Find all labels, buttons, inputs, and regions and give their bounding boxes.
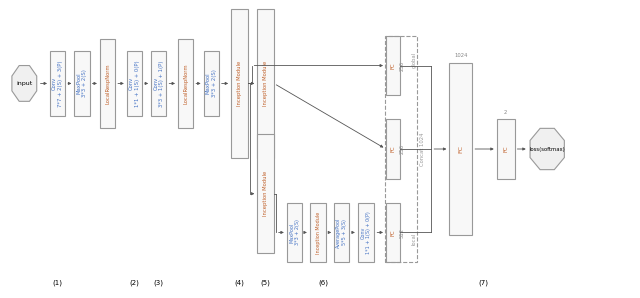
Text: Inception Module: Inception Module: [316, 211, 321, 254]
FancyBboxPatch shape: [74, 51, 90, 116]
Text: Conv
3*3 + 1(S) + 1(P): Conv 3*3 + 1(S) + 1(P): [154, 60, 164, 107]
Text: 512: 512: [399, 227, 404, 238]
Text: (1): (1): [52, 280, 63, 286]
Polygon shape: [530, 128, 564, 170]
Text: AveragePool
5*5 + 3(S): AveragePool 5*5 + 3(S): [337, 217, 347, 248]
Text: FC: FC: [390, 62, 396, 69]
Text: MaxPool
3*3 + 2(S): MaxPool 3*3 + 2(S): [77, 69, 87, 97]
Text: (7): (7): [478, 280, 488, 286]
Text: (5): (5): [260, 280, 271, 286]
FancyBboxPatch shape: [449, 63, 472, 235]
Text: FC: FC: [390, 146, 396, 152]
FancyBboxPatch shape: [178, 39, 193, 128]
Text: Conv
1*1 + 1(S) + 0(P): Conv 1*1 + 1(S) + 0(P): [361, 211, 371, 254]
FancyBboxPatch shape: [257, 9, 274, 158]
Text: Inception Module: Inception Module: [237, 61, 242, 106]
Text: input: input: [16, 81, 33, 86]
Text: Inception Module: Inception Module: [263, 61, 268, 106]
FancyBboxPatch shape: [334, 203, 349, 262]
FancyBboxPatch shape: [50, 51, 65, 116]
Text: 256: 256: [399, 60, 404, 71]
FancyBboxPatch shape: [386, 36, 400, 95]
FancyBboxPatch shape: [100, 39, 115, 128]
FancyBboxPatch shape: [386, 203, 400, 262]
Text: Concat 1024: Concat 1024: [420, 132, 425, 166]
Text: 2: 2: [504, 110, 508, 115]
Text: 256: 256: [399, 144, 404, 154]
Text: loss(softmax): loss(softmax): [529, 147, 565, 151]
FancyBboxPatch shape: [497, 119, 515, 179]
Text: Inception Module: Inception Module: [263, 171, 268, 216]
Text: FC: FC: [503, 146, 508, 152]
Text: MaxPool
3*3 + 2(S): MaxPool 3*3 + 2(S): [289, 220, 300, 245]
FancyBboxPatch shape: [204, 51, 219, 116]
Text: LocalRespNorm: LocalRespNorm: [183, 63, 188, 104]
Text: local: local: [412, 232, 417, 245]
Text: global: global: [412, 52, 417, 68]
FancyBboxPatch shape: [287, 203, 302, 262]
Polygon shape: [12, 66, 36, 101]
FancyBboxPatch shape: [358, 203, 374, 262]
Text: Conv
1*1 + 1(S) + 0(P): Conv 1*1 + 1(S) + 0(P): [129, 60, 140, 107]
FancyBboxPatch shape: [386, 119, 400, 179]
Text: (6): (6): [318, 280, 328, 286]
FancyBboxPatch shape: [127, 51, 142, 116]
Text: 1024: 1024: [454, 53, 468, 58]
Text: (4): (4): [234, 280, 244, 286]
Text: MaxPool
3*3 + 2(S): MaxPool 3*3 + 2(S): [206, 69, 216, 97]
Text: Conv
7*7 + 2(S) + 3(P): Conv 7*7 + 2(S) + 3(P): [52, 60, 63, 107]
Text: (3): (3): [154, 280, 164, 286]
Text: (2): (2): [129, 280, 140, 286]
FancyBboxPatch shape: [310, 203, 326, 262]
Text: LocalRespNorm: LocalRespNorm: [105, 63, 110, 104]
Text: FC: FC: [458, 145, 463, 153]
Text: FC: FC: [390, 229, 396, 236]
FancyBboxPatch shape: [151, 51, 166, 116]
FancyBboxPatch shape: [257, 134, 274, 253]
FancyBboxPatch shape: [231, 9, 248, 158]
